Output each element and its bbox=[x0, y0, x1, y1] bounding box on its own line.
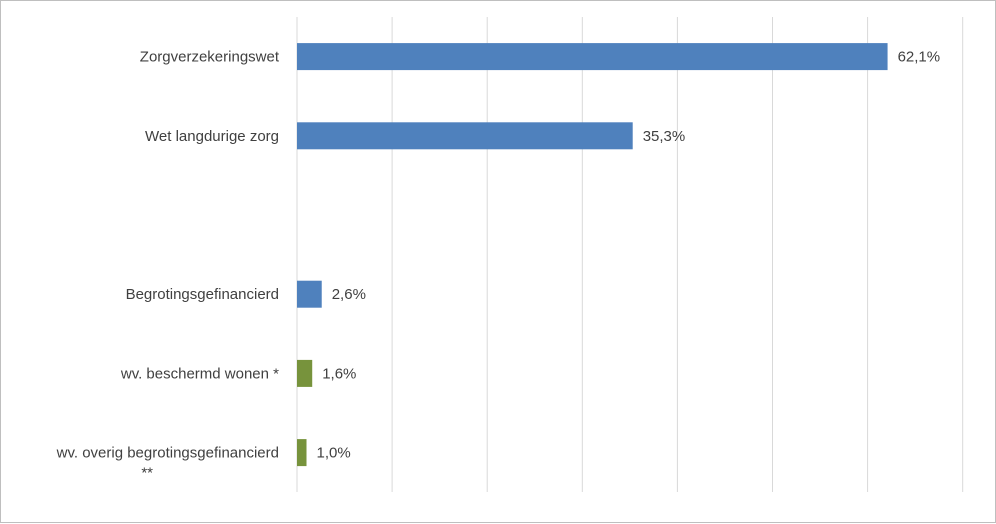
value-label: 35,3% bbox=[643, 128, 686, 145]
category-label: Begrotingsgefinancierd bbox=[126, 286, 279, 303]
value-label: 1,6% bbox=[322, 365, 356, 382]
category-labels: Zorgverzekeringswet Wet langdurige zorg Be… bbox=[56, 49, 280, 482]
category-label: Zorgverzekeringswet bbox=[140, 49, 280, 66]
gridlines bbox=[296, 17, 964, 492]
bars bbox=[297, 43, 888, 467]
value-labels: 62,1% 35,3% 2,6% 1,6% 1,0% bbox=[317, 49, 941, 462]
value-label: 62,1% bbox=[898, 49, 941, 66]
value-label: 2,6% bbox=[332, 286, 366, 303]
bar bbox=[297, 43, 888, 71]
value-label: 1,0% bbox=[317, 445, 351, 462]
bar bbox=[297, 280, 322, 308]
bar bbox=[297, 359, 313, 387]
category-label: Wet langdurige zorg bbox=[145, 128, 279, 145]
category-label: wv. overig begrotingsgefinancierd ** bbox=[56, 445, 279, 482]
bar bbox=[297, 439, 307, 467]
bar bbox=[297, 122, 633, 150]
category-label: wv. beschermd wonen * bbox=[120, 365, 279, 382]
